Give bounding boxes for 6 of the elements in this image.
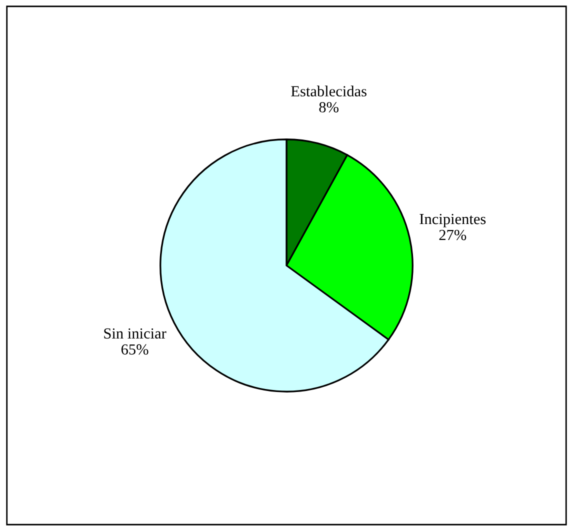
slice-label: Incipientes [420, 214, 486, 228]
data-label: 8% [319, 102, 338, 112]
data-label: 27% [439, 230, 466, 240]
data-label: 65% [121, 344, 148, 355]
slice-label: Sin iniciar [104, 328, 166, 339]
slice-label: Establecidas [291, 86, 366, 96]
